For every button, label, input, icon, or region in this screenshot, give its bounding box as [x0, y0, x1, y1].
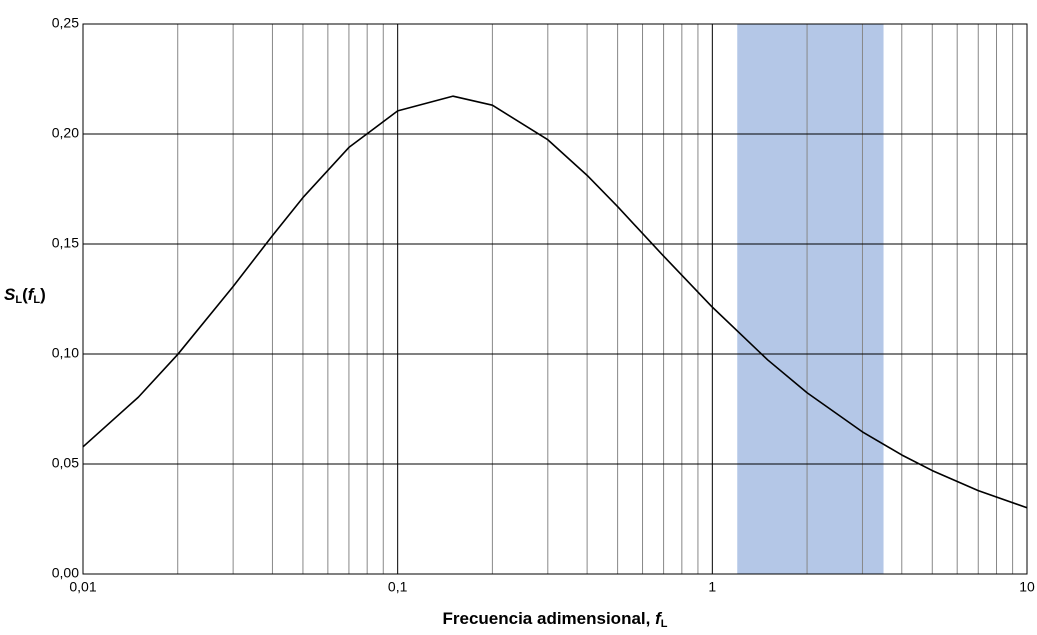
y-tick-label: 0,05	[52, 455, 79, 471]
x-tick-label: 0,1	[388, 579, 408, 595]
y-tick-label: 0,25	[52, 15, 79, 31]
x-tick-label: 1	[708, 579, 716, 595]
x-tick-label: 10	[1019, 579, 1035, 595]
shaded-region	[737, 24, 884, 574]
y-tick-label: 0,15	[52, 235, 79, 251]
data-line	[82, 95, 1028, 509]
x-axis-label: Frecuencia adimensional, fL	[443, 609, 668, 629]
y-tick-label: 0,00	[52, 565, 79, 581]
y-tick-label: 0,20	[52, 125, 79, 141]
x-tick-label: 0,01	[69, 579, 96, 595]
plot-background	[737, 24, 884, 574]
plot-frame	[82, 23, 1028, 575]
y-axis-label: SL(fL)	[4, 285, 46, 305]
y-tick-label: 0,10	[52, 345, 79, 361]
